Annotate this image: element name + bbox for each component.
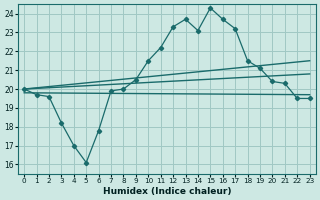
X-axis label: Humidex (Indice chaleur): Humidex (Indice chaleur) [103,187,231,196]
